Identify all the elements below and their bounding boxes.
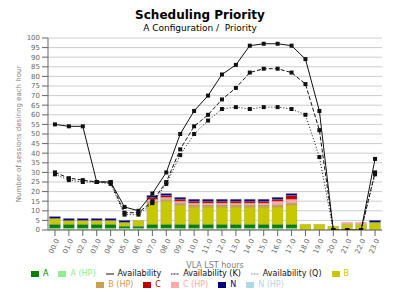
svg-text:12.0: 12.0 bbox=[214, 238, 228, 256]
svg-text:40: 40 bbox=[31, 150, 40, 158]
svg-text:09.0: 09.0 bbox=[173, 238, 187, 256]
svg-text:30: 30 bbox=[31, 169, 40, 177]
html-text:Availability: Availability bbox=[117, 269, 162, 278]
svg-text:Number of sessions desiring ea: Number of sessions desiring each hour bbox=[15, 66, 23, 203]
svg-text:22.0: 22.0 bbox=[354, 238, 368, 256]
svg-text:85: 85 bbox=[31, 63, 40, 71]
svg-text:25: 25 bbox=[31, 178, 40, 186]
svg-text:5: 5 bbox=[36, 217, 40, 225]
svg-text:04.0: 04.0 bbox=[103, 238, 117, 256]
html-text:B (HP): B (HP) bbox=[108, 280, 134, 289]
svg-text:18.0: 18.0 bbox=[298, 238, 312, 256]
html-text:N (HP): N (HP) bbox=[258, 280, 284, 289]
svg-text:20.0: 20.0 bbox=[326, 238, 340, 256]
svg-text:80: 80 bbox=[31, 73, 40, 81]
svg-text:60: 60 bbox=[31, 111, 40, 119]
html-text:A: A bbox=[43, 269, 49, 278]
svg-text:15.0: 15.0 bbox=[256, 238, 270, 256]
svg-text:90: 90 bbox=[31, 54, 40, 62]
svg-text:23.0: 23.0 bbox=[368, 238, 382, 256]
html-text:Scheduling Priority: Scheduling Priority bbox=[135, 8, 265, 22]
html-text:A Configuration / Priority: A Configuration / Priority bbox=[143, 23, 257, 33]
svg-text:95: 95 bbox=[31, 44, 40, 52]
svg-text:07.0: 07.0 bbox=[145, 238, 159, 256]
svg-text:65: 65 bbox=[31, 102, 40, 110]
svg-text:03.0: 03.0 bbox=[89, 238, 103, 256]
html-text:Availability (Q): Availability (Q) bbox=[262, 269, 322, 278]
svg-text:19.0: 19.0 bbox=[312, 238, 326, 256]
html-text:C (HP): C (HP) bbox=[183, 280, 209, 289]
svg-text:02.0: 02.0 bbox=[75, 238, 89, 256]
svg-text:21.0: 21.0 bbox=[340, 238, 354, 256]
html-text:A (HP): A (HP) bbox=[70, 269, 96, 278]
svg-text:50: 50 bbox=[31, 130, 40, 138]
svg-text:70: 70 bbox=[31, 92, 40, 100]
svg-text:05.0: 05.0 bbox=[117, 238, 131, 256]
svg-text:11.0: 11.0 bbox=[201, 238, 215, 256]
svg-text:10: 10 bbox=[31, 207, 40, 215]
html-text:B: B bbox=[343, 269, 349, 278]
svg-text:75: 75 bbox=[31, 82, 40, 90]
html-text:N: N bbox=[230, 280, 237, 289]
svg-text:10.0: 10.0 bbox=[187, 238, 201, 256]
svg-text:01.0: 01.0 bbox=[61, 238, 75, 256]
svg-text:0: 0 bbox=[36, 226, 40, 234]
svg-text:16.0: 16.0 bbox=[270, 238, 284, 256]
svg-text:35: 35 bbox=[31, 159, 40, 167]
svg-text:45: 45 bbox=[31, 140, 40, 148]
svg-text:06.0: 06.0 bbox=[131, 238, 145, 256]
svg-text:00.0: 00.0 bbox=[47, 238, 61, 256]
html-text:C: C bbox=[155, 280, 161, 289]
svg-text:55: 55 bbox=[31, 121, 40, 129]
svg-text:100: 100 bbox=[27, 34, 40, 42]
svg-text:VLA LST hours: VLA LST hours bbox=[186, 261, 244, 270]
svg-text:15: 15 bbox=[31, 198, 40, 206]
svg-text:14.0: 14.0 bbox=[242, 238, 256, 256]
svg-text:08.0: 08.0 bbox=[159, 238, 173, 256]
svg-text:13.0: 13.0 bbox=[228, 238, 242, 256]
html-text:Availability (K): Availability (K) bbox=[183, 269, 241, 278]
svg-text:17.0: 17.0 bbox=[284, 238, 298, 256]
svg-text:20: 20 bbox=[31, 188, 40, 196]
